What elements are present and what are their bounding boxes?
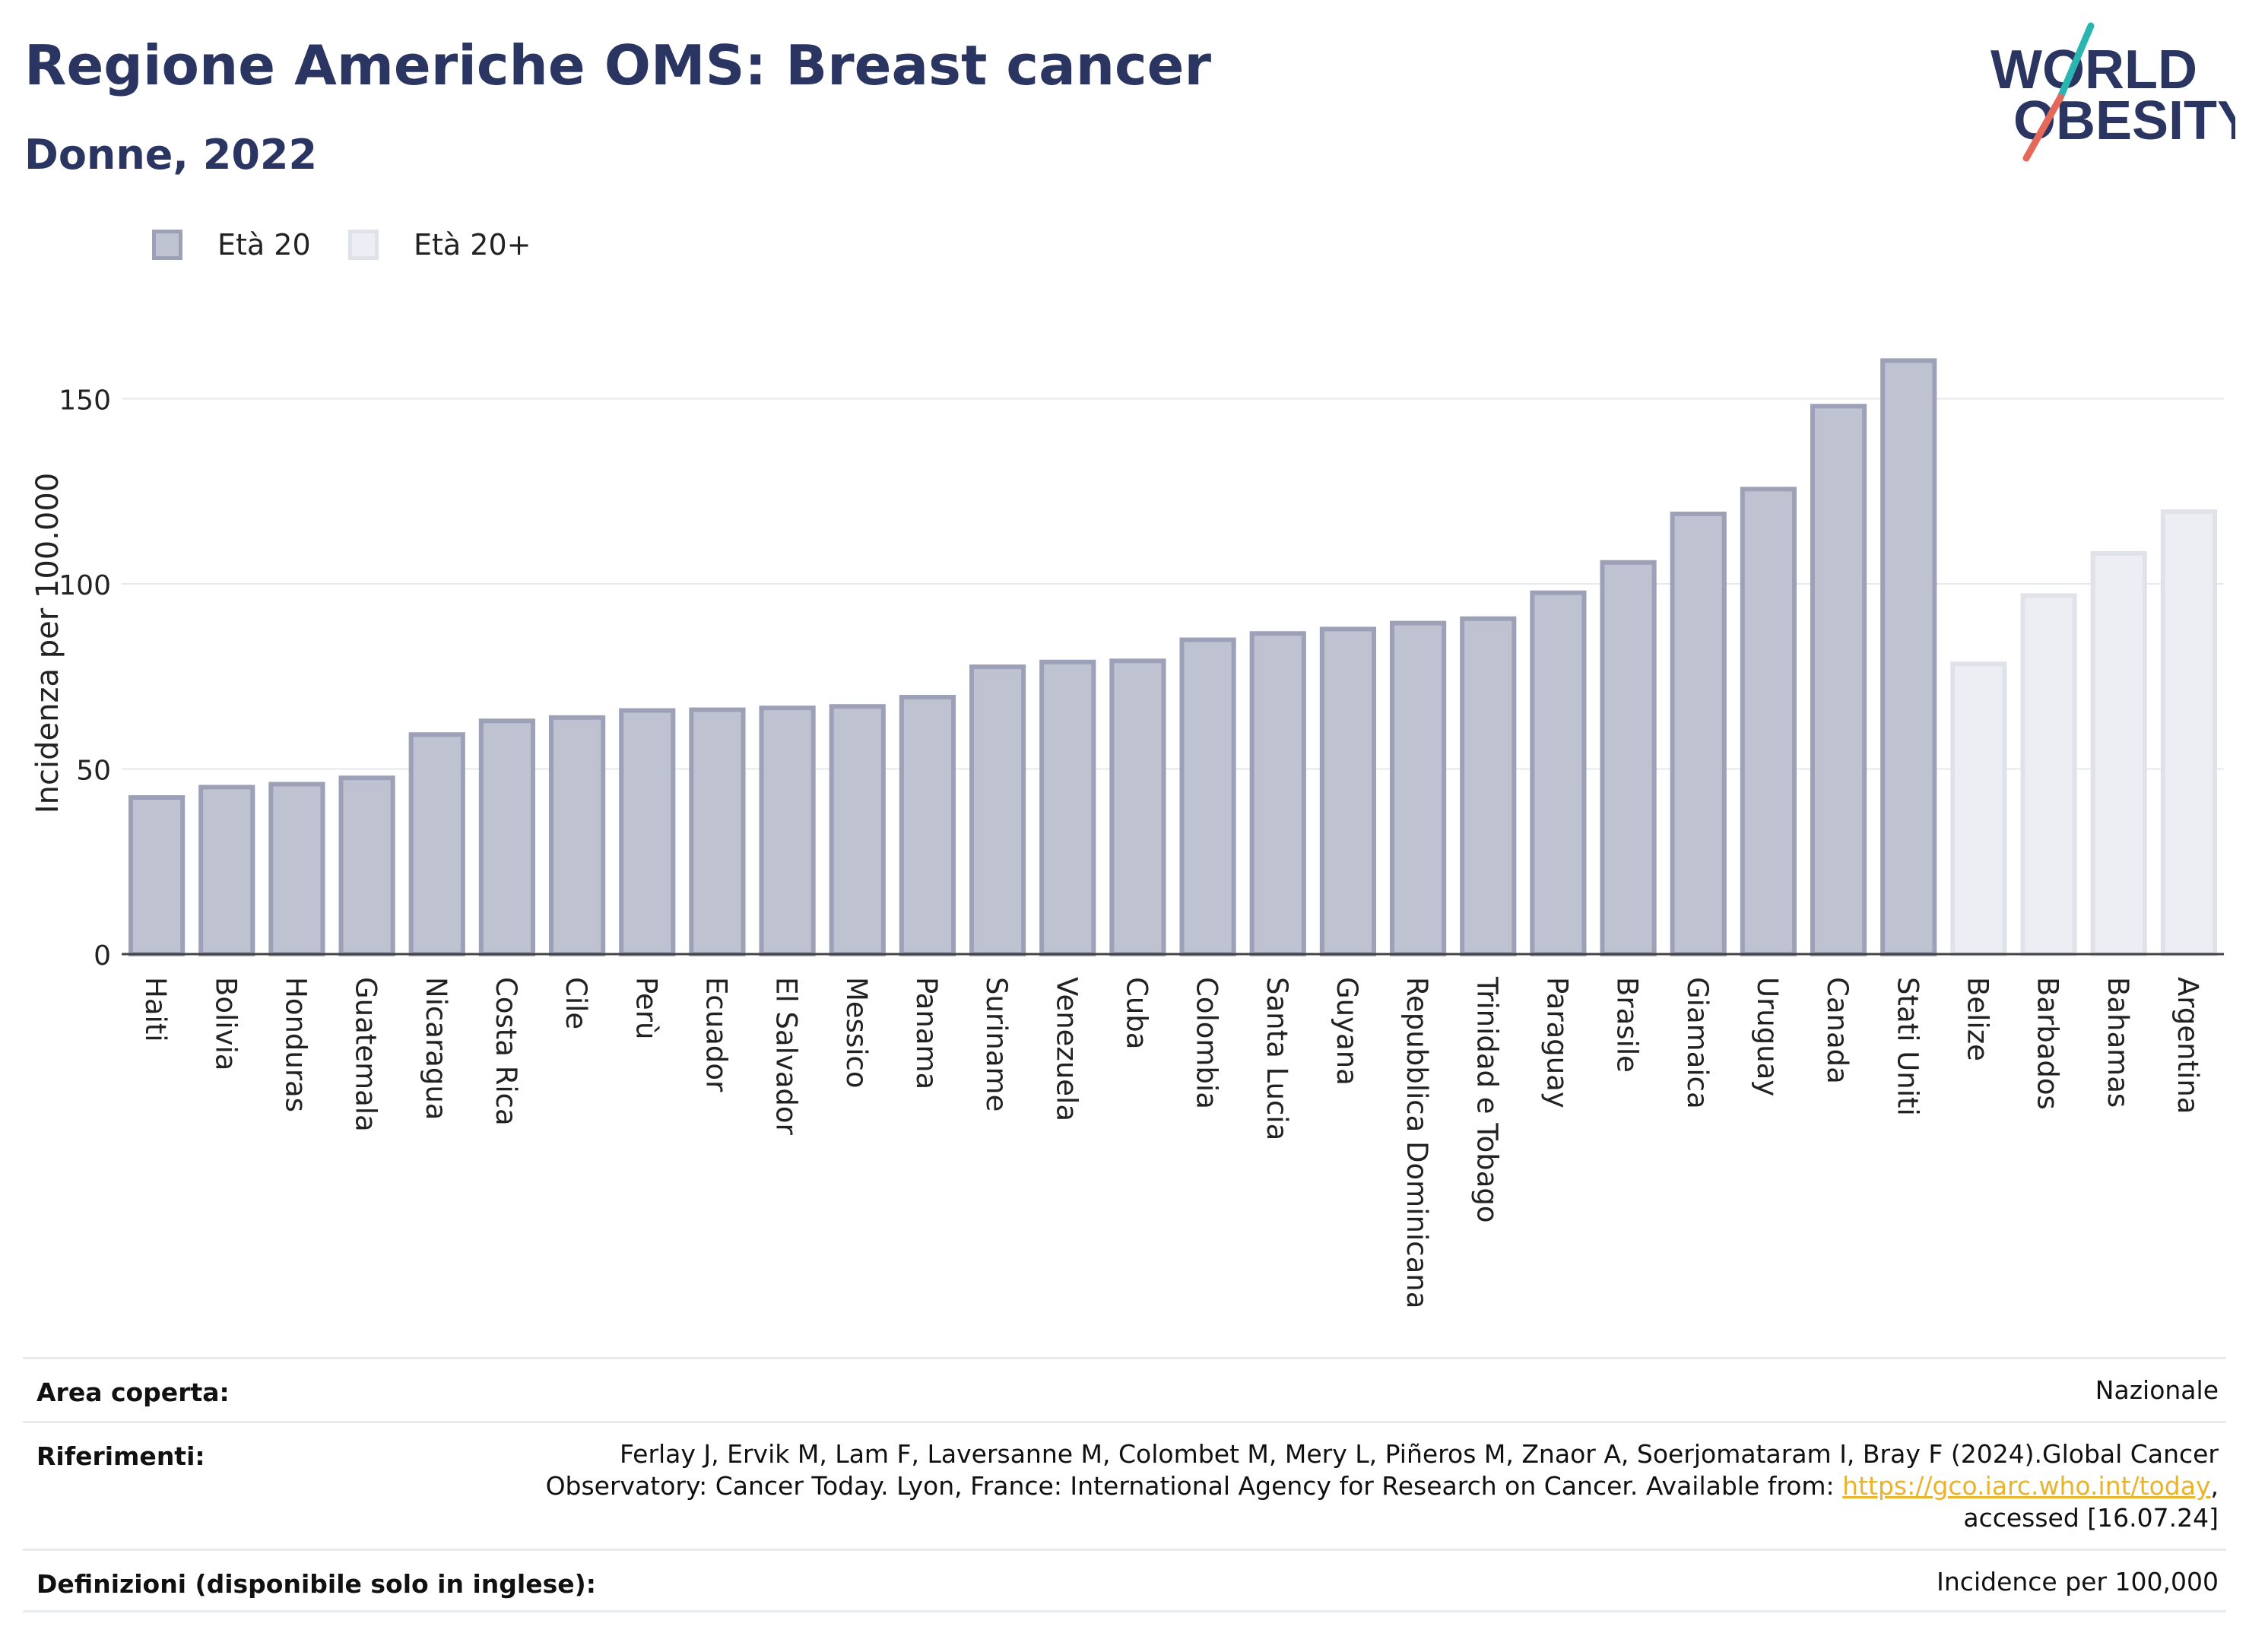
bar[interactable] xyxy=(899,695,956,956)
bar[interactable] xyxy=(338,775,395,956)
bar[interactable] xyxy=(619,708,676,957)
bar[interactable] xyxy=(1179,637,1236,956)
references-line-3: accessed [16.07.24] xyxy=(1963,1503,2219,1533)
legend-label-eta-20: Età 20 xyxy=(217,228,311,262)
x-tick-label: Paraguay xyxy=(1540,977,1573,1108)
footer-label-area: Area coperta: xyxy=(36,1378,230,1407)
x-tick-label: Colombia xyxy=(1191,977,1223,1109)
bar[interactable] xyxy=(268,782,325,957)
page-title: Regione Americhe OMS: Breast cancer xyxy=(24,33,1211,97)
x-tick-label: Venezuela xyxy=(1050,977,1083,1121)
x-tick-label: Repubblica Dominicana xyxy=(1400,977,1433,1308)
bar[interactable] xyxy=(1039,659,1096,957)
footer-label-definitions: Definizioni (disponibile solo in inglese… xyxy=(36,1569,596,1599)
bar[interactable] xyxy=(548,715,606,956)
references-line-1: Ferlay J, Ervik M, Lam F, Laversanne M, … xyxy=(619,1439,2219,1469)
y-axis-label: Incidenza per 100.000 xyxy=(30,473,65,813)
x-tick-label: Argentina xyxy=(2171,977,2204,1114)
footer-row-definitions: Definizioni (disponibile solo in inglese… xyxy=(23,1549,2226,1612)
logo-slash-teal xyxy=(2057,22,2095,101)
bar[interactable] xyxy=(829,704,886,957)
bar[interactable] xyxy=(1740,487,1797,956)
y-tick-label: 100 xyxy=(59,570,111,601)
logo-line-1: WORLD xyxy=(1990,40,2197,100)
footer-value-references: Ferlay J, Ervik M, Lam F, Laversanne M, … xyxy=(546,1438,2219,1534)
legend-swatch-eta-20 xyxy=(152,230,182,260)
x-tick-label: Messico xyxy=(840,977,873,1089)
bar[interactable] xyxy=(1670,511,1727,956)
bar[interactable] xyxy=(198,785,255,957)
bar[interactable] xyxy=(1880,358,1937,956)
x-tick-label: Uruguay xyxy=(1751,977,1784,1096)
x-tick-label: Guatemala xyxy=(350,977,382,1132)
bar[interactable] xyxy=(2020,593,2077,956)
bar[interactable] xyxy=(1530,590,1587,956)
x-tick-label: Honduras xyxy=(279,977,312,1112)
bar-chart: 0 50 100 150 Incidenza per 100.000 Haiti Boliv… xyxy=(30,358,2224,1308)
x-tick-label: Panama xyxy=(910,977,943,1089)
x-tick-label: Trinidad e Tobago xyxy=(1470,976,1503,1223)
bar[interactable] xyxy=(1389,620,1447,956)
legend-label-eta-20-plus: Età 20+ xyxy=(414,228,531,262)
y-tick-label: 150 xyxy=(59,385,111,417)
x-tick-label: Haiti xyxy=(139,977,172,1042)
bar[interactable] xyxy=(128,794,186,957)
bar[interactable] xyxy=(2160,509,2218,956)
footer-row-references: Riferimenti: Ferlay J, Ervik M, Lam F, L… xyxy=(23,1421,2226,1549)
x-tick-label: Bahamas xyxy=(2101,977,2134,1108)
x-tick-label: Perù xyxy=(630,977,662,1039)
bar[interactable] xyxy=(1319,626,1377,956)
references-line-2-text: Observatory: Cancer Today. Lyon, France:… xyxy=(545,1471,1843,1501)
chart-footer: Area coperta: Nazionale Riferimenti: Fer… xyxy=(23,1357,2226,1612)
bar[interactable] xyxy=(1950,661,2007,957)
bar[interactable] xyxy=(759,706,816,957)
legend-swatch-eta-20-plus xyxy=(348,230,379,260)
bar[interactable] xyxy=(478,718,536,956)
bar[interactable] xyxy=(1600,560,1657,956)
logo-slash-red xyxy=(2022,94,2064,162)
footer-row-area: Area coperta: Nazionale xyxy=(23,1357,2226,1421)
x-tick-label: Guyana xyxy=(1331,977,1363,1086)
x-tick-label: Cuba xyxy=(1120,977,1153,1049)
x-tick-label: Giamaica xyxy=(1681,977,1714,1109)
footer-value-definitions: Incidence per 100,000 xyxy=(1937,1567,2219,1597)
bar[interactable] xyxy=(969,664,1026,956)
page-subtitle: Donne, 2022 xyxy=(24,131,318,179)
bar[interactable] xyxy=(2090,551,2147,956)
footer-label-references: Riferimenti: xyxy=(36,1441,205,1471)
bar[interactable] xyxy=(1460,616,1517,956)
x-tick-label: El Salvador xyxy=(770,977,803,1136)
references-link[interactable]: https://gco.iarc.who.int/today xyxy=(1842,1471,2211,1501)
x-tick-label: Stati Uniti xyxy=(1891,977,1924,1116)
world-obesity-logo: WORLD OBESITY xyxy=(1990,22,2235,162)
x-tick-label: Barbados xyxy=(2032,977,2064,1110)
bar[interactable] xyxy=(1249,631,1306,956)
bar[interactable] xyxy=(1109,658,1166,957)
bar[interactable] xyxy=(1810,404,1867,956)
footer-value-area: Nazionale xyxy=(2095,1375,2219,1405)
x-tick-label: Costa Rica xyxy=(490,977,522,1126)
bar[interactable] xyxy=(408,732,465,956)
x-tick-label: Nicaragua xyxy=(420,977,452,1120)
x-tick-label: Brasile xyxy=(1611,977,1644,1073)
y-tick-label: 50 xyxy=(76,756,111,787)
x-tick-label: Belize xyxy=(1961,977,1994,1061)
x-tick-label: Suriname xyxy=(980,977,1013,1111)
y-tick-label: 0 xyxy=(94,940,111,972)
x-tick-label: Ecuador xyxy=(699,977,732,1092)
x-tick-label: Cile xyxy=(560,977,592,1029)
references-link-suffix: , xyxy=(2210,1471,2219,1501)
x-tick-label: Canada xyxy=(1821,977,1854,1084)
references-line-2: Observatory: Cancer Today. Lyon, France:… xyxy=(546,1470,2219,1502)
x-tick-label: Santa Lucia xyxy=(1261,977,1293,1140)
bar[interactable] xyxy=(689,707,746,957)
x-tick-label: Bolivia xyxy=(209,977,242,1070)
